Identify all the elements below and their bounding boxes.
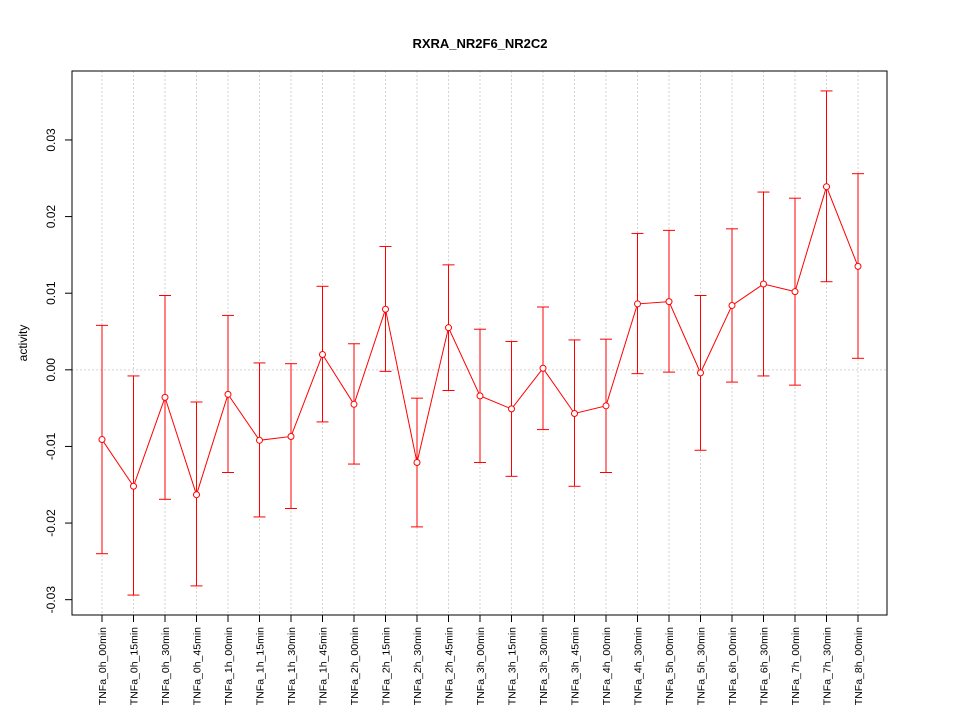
x-tick-label: TNFa_6h_00min: [727, 627, 739, 705]
y-tick-label: -0.01: [44, 432, 58, 460]
x-tick-label: TNFa_4h_00min: [601, 627, 613, 705]
data-point: [413, 459, 421, 467]
data-point: [319, 350, 326, 358]
series: [96, 90, 864, 596]
x-tick-label: TNFa_5h_00min: [664, 627, 676, 705]
x-tick-label: TNFa_0h_00min: [97, 627, 109, 705]
x-tick-label: TNFa_2h_15min: [381, 627, 393, 705]
x-tick-label: TNFa_3h_45min: [570, 627, 582, 705]
data-point: [854, 262, 862, 270]
x-tick-label: TNFa_0h_15min: [129, 627, 141, 705]
x-tick-label: TNFa_8h_00min: [853, 627, 865, 705]
y-tick-label: 0.01: [44, 281, 58, 305]
x-tick-label: TNFa_3h_15min: [507, 627, 519, 705]
data-point: [508, 405, 515, 413]
data-point: [634, 300, 641, 308]
data-point: [728, 301, 736, 309]
y-tick-label: 0.00: [44, 358, 58, 382]
x-tick-label: TNFa_0h_30min: [160, 627, 172, 705]
data-point: [665, 298, 673, 306]
data-point: [98, 436, 106, 444]
data-point: [760, 280, 767, 288]
x-tick-label: TNFa_1h_30min: [286, 627, 298, 705]
x-tick-label: TNFa_0h_45min: [192, 627, 204, 705]
y-axis-label: activity: [16, 325, 30, 362]
x-tick-label: TNFa_2h_00min: [349, 627, 361, 705]
data-point: [287, 432, 295, 440]
x-axis: TNFa_0h_00min TNFa_0h_15min TNFa_0h_30min T…: [97, 615, 865, 705]
x-tick-label: TNFa_7h_00min: [790, 627, 802, 705]
data-point: [256, 436, 263, 444]
data-point: [602, 402, 610, 410]
x-tick-label: TNFa_1h_00min: [223, 627, 235, 705]
x-tick-label: TNFa_2h_45min: [444, 627, 456, 705]
data-point: [193, 491, 200, 499]
data-point: [571, 409, 578, 417]
data-point: [791, 288, 799, 296]
y-tick-label: -0.02: [44, 509, 58, 537]
data-point: [697, 369, 704, 377]
x-tick-label: TNFa_3h_30min: [538, 627, 550, 705]
x-tick-label: TNFa_1h_15min: [255, 627, 267, 705]
data-point: [823, 183, 830, 191]
x-tick-label: TNFa_6h_30min: [759, 627, 771, 705]
x-tick-label: TNFa_4h_30min: [633, 627, 645, 705]
data-point: [224, 390, 232, 398]
data-point: [161, 393, 169, 401]
chart-title: RXRA_NR2F6_NR2C2: [412, 36, 547, 51]
y-tick-label: -0.03: [44, 586, 58, 614]
x-tick-label: TNFa_3h_00min: [475, 627, 487, 705]
y-axis: -0.03 -0.02 -0.01 0.00 0.01 0.02 0.03: [44, 128, 72, 613]
data-point: [445, 324, 452, 332]
x-tick-label: TNFa_7h_30min: [822, 627, 834, 705]
data-point: [130, 482, 137, 490]
data-point: [382, 305, 389, 313]
y-tick-label: 0.03: [44, 128, 58, 152]
x-tick-label: TNFa_5h_30min: [696, 627, 708, 705]
data-point: [539, 364, 547, 372]
y-tick-label: 0.02: [44, 205, 58, 229]
data-point: [350, 400, 358, 408]
x-tick-label: TNFa_1h_45min: [318, 627, 330, 705]
data-point: [476, 392, 484, 400]
x-tick-label: TNFa_2h_30min: [412, 627, 424, 705]
